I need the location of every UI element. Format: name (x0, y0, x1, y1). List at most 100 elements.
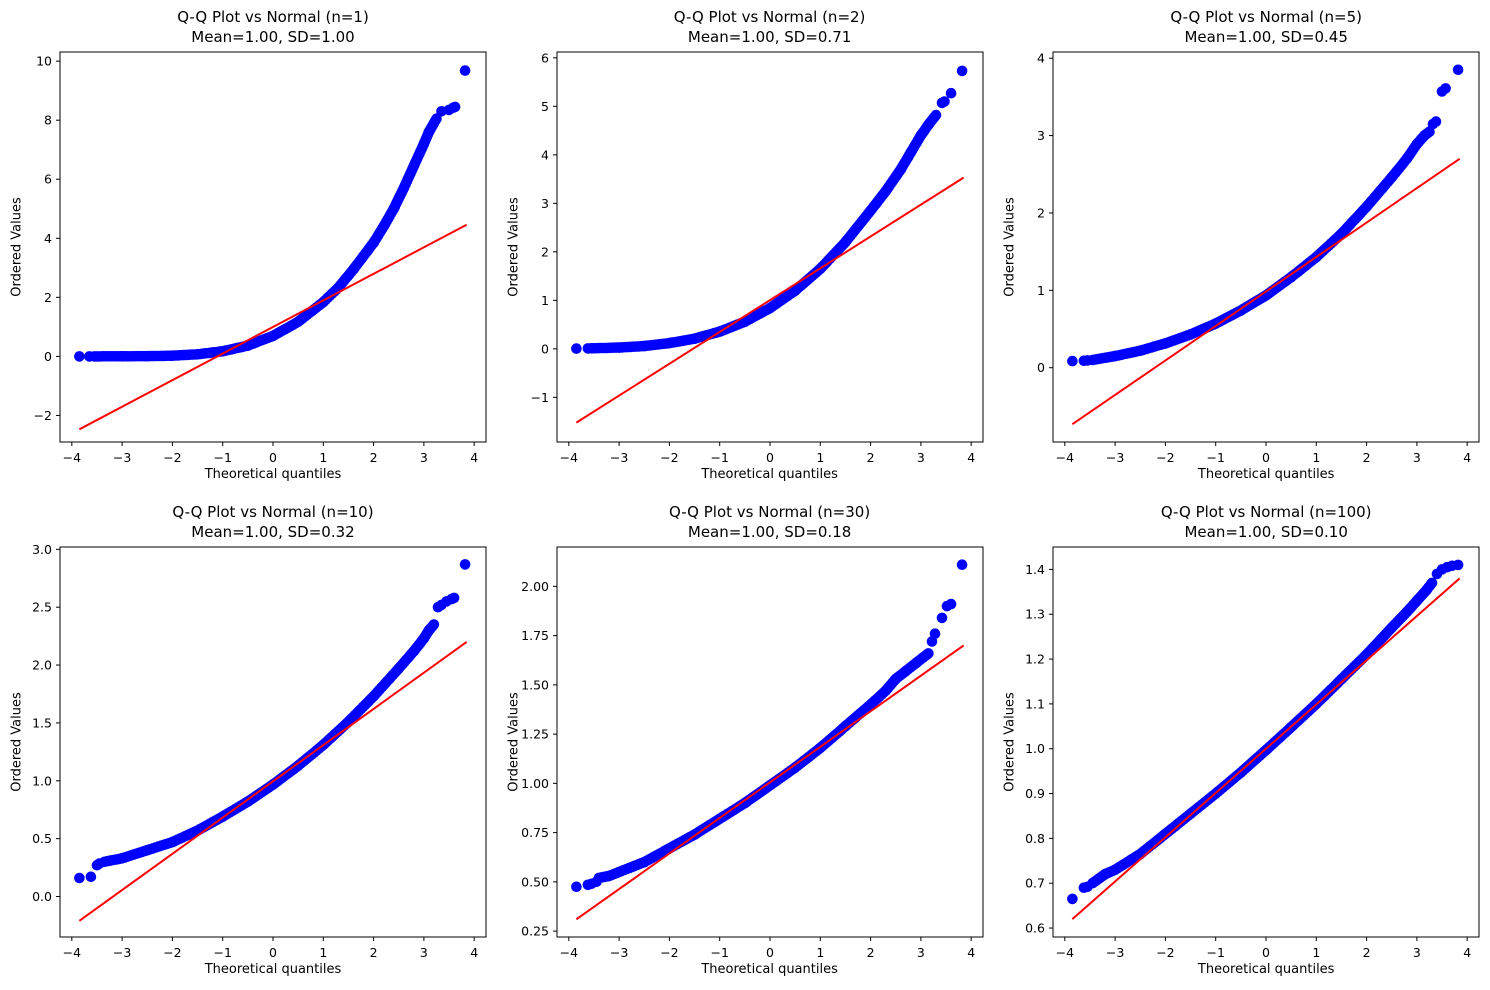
svg-text:−3: −3 (113, 945, 131, 960)
svg-text:−3: −3 (1106, 945, 1124, 960)
plot-title: Q-Q Plot vs Normal (n=100) Mean=1.00, SD… (1053, 502, 1479, 542)
y-axis-label: Ordered Values (1002, 692, 1018, 792)
svg-text:1.75: 1.75 (521, 628, 549, 643)
svg-text:4: 4 (1463, 945, 1471, 960)
plot-title-line1: Q-Q Plot vs Normal (n=2) (673, 8, 866, 26)
plot-title-line1: Q-Q Plot vs Normal (n=5) (1170, 8, 1362, 26)
svg-text:−3: −3 (1106, 450, 1124, 465)
svg-text:−1: −1 (213, 945, 231, 960)
svg-text:3: 3 (541, 196, 549, 211)
qq-plot-canvas-n2: −4 −3 −2 −1 0 1 2 3 4 −1 0 1 2 3 4 5 6 (530, 50, 984, 465)
svg-text:1.00: 1.00 (521, 776, 549, 791)
svg-text:0: 0 (44, 349, 52, 364)
x-axis-label: Theoretical quantiles (701, 962, 838, 977)
plot-title-line1: Q-Q Plot vs Normal (n=30) (669, 503, 871, 521)
svg-text:1.0: 1.0 (32, 773, 52, 788)
svg-text:3: 3 (1413, 945, 1421, 960)
qq-subplot-n5: Q-Q Plot vs Normal (n=5) Mean=1.00, SD=0… (993, 0, 1489, 495)
y-axis-label: Ordered Values (9, 197, 25, 297)
plot-title: Q-Q Plot vs Normal (n=2) Mean=1.00, SD=0… (557, 7, 983, 47)
svg-text:0: 0 (1037, 360, 1045, 375)
svg-text:−3: −3 (609, 450, 627, 465)
svg-text:3: 3 (420, 945, 428, 960)
svg-text:2: 2 (370, 945, 378, 960)
svg-text:0.75: 0.75 (521, 825, 549, 840)
svg-text:0.5: 0.5 (32, 831, 52, 846)
svg-text:1: 1 (1313, 945, 1321, 960)
svg-text:−1: −1 (213, 450, 231, 465)
svg-text:1: 1 (816, 945, 824, 960)
x-axis-label: Theoretical quantiles (701, 467, 838, 482)
qq-subplot-n100: Q-Q Plot vs Normal (n=100) Mean=1.00, SD… (993, 495, 1489, 990)
svg-text:8: 8 (44, 113, 52, 128)
svg-text:−3: −3 (609, 945, 627, 960)
svg-text:−2: −2 (660, 450, 678, 465)
plot-title: Q-Q Plot vs Normal (n=30) Mean=1.00, SD=… (557, 502, 983, 542)
plot-title-line2: Mean=1.00, SD=0.45 (1184, 28, 1348, 46)
svg-text:1.1: 1.1 (1025, 696, 1045, 711)
plot-title: Q-Q Plot vs Normal (n=10) Mean=1.00, SD=… (60, 502, 486, 542)
svg-text:3: 3 (917, 945, 925, 960)
svg-text:−1: −1 (530, 390, 548, 405)
svg-text:−2: −2 (660, 945, 678, 960)
svg-text:0: 0 (1262, 945, 1270, 960)
svg-text:−4: −4 (63, 450, 81, 465)
svg-text:6: 6 (44, 172, 52, 187)
qq-plot-canvas-n10: −4 −3 −2 −1 0 1 2 3 4 0.0 0.5 1.0 1.5 2.0 2.5 3.0 (32, 542, 487, 960)
plot-title-line2: Mean=1.00, SD=0.32 (191, 523, 355, 541)
svg-text:3: 3 (917, 450, 925, 465)
svg-text:3: 3 (420, 450, 428, 465)
svg-text:2: 2 (1363, 945, 1371, 960)
svg-text:−4: −4 (1056, 450, 1074, 465)
svg-text:0: 0 (541, 341, 549, 356)
svg-text:1.5: 1.5 (32, 715, 52, 730)
svg-text:1.4: 1.4 (1025, 562, 1045, 577)
svg-text:0: 0 (1262, 450, 1270, 465)
svg-text:4: 4 (470, 450, 478, 465)
svg-text:1.0: 1.0 (1025, 741, 1045, 756)
svg-text:0.8: 0.8 (1025, 831, 1045, 846)
plot-title-line1: Q-Q Plot vs Normal (n=10) (172, 503, 374, 521)
svg-text:1: 1 (319, 945, 327, 960)
svg-text:1: 1 (1313, 450, 1321, 465)
svg-text:4: 4 (541, 147, 549, 162)
svg-text:0.25: 0.25 (521, 924, 549, 939)
qq-subplot-n1: Q-Q Plot vs Normal (n=1) Mean=1.00, SD=1… (0, 0, 496, 495)
plot-title: Q-Q Plot vs Normal (n=5) Mean=1.00, SD=0… (1053, 7, 1479, 47)
svg-text:−2: −2 (1156, 450, 1174, 465)
svg-text:−1: −1 (710, 450, 728, 465)
x-axis-label: Theoretical quantiles (204, 962, 342, 977)
qq-subplot-n30: Q-Q Plot vs Normal (n=30) Mean=1.00, SD=… (497, 495, 993, 990)
plot-title-line1: Q-Q Plot vs Normal (n=100) (1160, 503, 1372, 521)
svg-text:2: 2 (866, 450, 874, 465)
svg-text:0.6: 0.6 (1025, 921, 1045, 936)
svg-text:6: 6 (541, 50, 549, 65)
y-axis-label: Ordered Values (9, 692, 25, 792)
svg-text:3: 3 (1037, 128, 1045, 143)
svg-text:1: 1 (816, 450, 824, 465)
svg-text:4: 4 (470, 945, 478, 960)
svg-text:4: 4 (1463, 450, 1471, 465)
svg-text:0.9: 0.9 (1025, 786, 1045, 801)
svg-text:−2: −2 (163, 945, 181, 960)
y-axis-label: Ordered Values (506, 197, 522, 297)
svg-text:−1: −1 (710, 945, 728, 960)
x-axis-label: Theoretical quantiles (204, 467, 342, 482)
svg-text:5: 5 (541, 99, 549, 114)
svg-text:−4: −4 (63, 945, 81, 960)
svg-text:1: 1 (1037, 283, 1045, 298)
svg-text:2: 2 (1037, 205, 1045, 220)
svg-text:2: 2 (866, 945, 874, 960)
svg-text:0.7: 0.7 (1025, 876, 1045, 891)
plot-title-line2: Mean=1.00, SD=0.18 (687, 523, 852, 541)
svg-text:4: 4 (967, 450, 975, 465)
svg-text:4: 4 (44, 231, 52, 246)
x-axis-label: Theoretical quantiles (1197, 467, 1335, 482)
svg-text:0: 0 (766, 450, 774, 465)
svg-text:0.0: 0.0 (32, 889, 52, 904)
svg-text:2.5: 2.5 (32, 600, 52, 615)
qq-plot-canvas-n5: −4 −3 −2 −1 0 1 2 3 4 0 1 2 3 4 (1037, 51, 1480, 465)
svg-text:1.2: 1.2 (1025, 652, 1045, 667)
svg-text:−1: −1 (1207, 450, 1225, 465)
